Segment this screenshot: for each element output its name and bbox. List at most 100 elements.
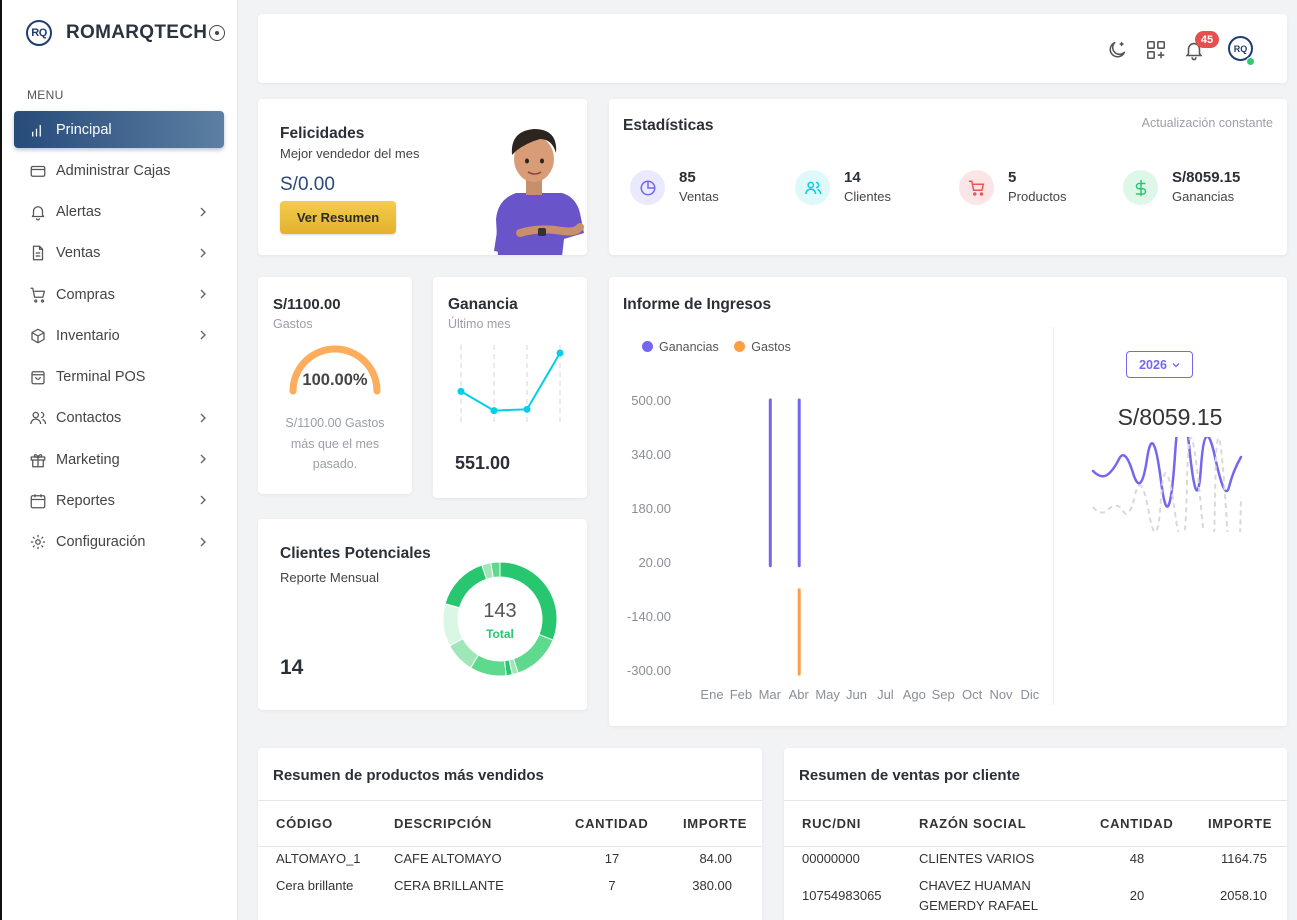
column-header[interactable]: IMPORTE bbox=[1208, 816, 1273, 831]
gastos-label: Gastos bbox=[273, 317, 313, 331]
bell-icon bbox=[28, 202, 48, 222]
stat-value: 14 bbox=[844, 169, 861, 186]
column-header[interactable]: RAZÓN SOCIAL bbox=[919, 816, 1027, 831]
sidebar-item-label: Marketing bbox=[56, 451, 120, 468]
sidebar-item-terminal-pos[interactable]: Terminal POS bbox=[14, 359, 224, 396]
legend-gastos[interactable]: Gastos bbox=[734, 340, 791, 354]
sidebar-item-contactos[interactable]: Contactos bbox=[14, 400, 224, 437]
cell-descripcion: CAFE ALTOMAYO bbox=[394, 851, 502, 866]
sparkline-point bbox=[556, 349, 564, 357]
year-select[interactable]: 2026 bbox=[1126, 351, 1193, 378]
chevron-right-icon bbox=[196, 205, 210, 219]
clientes-donut bbox=[442, 561, 558, 677]
sparkline-line bbox=[460, 352, 561, 412]
cell-descripcion: CERA BRILLANTE bbox=[394, 878, 504, 893]
sidebar-item-label: Terminal POS bbox=[56, 369, 146, 385]
avatar-illustration bbox=[494, 129, 584, 255]
online-status-dot bbox=[1246, 57, 1255, 66]
stats-card: Estadísticas Actualización constante 85 V… bbox=[609, 99, 1287, 255]
x-tick-label: Jul bbox=[877, 687, 894, 702]
user-avatar[interactable]: RQ bbox=[1228, 36, 1253, 61]
sidebar-item-administrar-cajas[interactable]: Administrar Cajas bbox=[14, 152, 224, 189]
chevron-right-icon bbox=[196, 493, 210, 507]
column-header[interactable]: DESCRIPCIÓN bbox=[394, 816, 492, 831]
chevron-right-icon bbox=[196, 246, 210, 260]
chart-legend: Ganancias Gastos bbox=[642, 340, 791, 354]
chevron-right-icon bbox=[196, 411, 210, 425]
y-tick-label: 340.00 bbox=[631, 447, 671, 462]
productos-title: Resumen de productos más vendidos bbox=[273, 767, 544, 784]
x-tick-label: May bbox=[815, 687, 840, 702]
donut-segment[interactable] bbox=[490, 561, 501, 579]
sidebar-item-label: Administrar Cajas bbox=[56, 162, 171, 179]
ganancia-value: 551.00 bbox=[455, 453, 511, 473]
cell-importe: 1164.75 bbox=[1220, 851, 1267, 866]
dollar-icon bbox=[1123, 170, 1158, 205]
brand-name: ROMARQTECH bbox=[66, 22, 208, 43]
stats-title: Estadísticas bbox=[623, 117, 714, 134]
ganancia-subtitle: Último mes bbox=[448, 317, 511, 331]
column-header[interactable]: CANTIDAD bbox=[1100, 816, 1174, 831]
x-tick-label: Feb bbox=[730, 687, 752, 702]
sidebar-item-label: Ventas bbox=[56, 245, 101, 262]
column-header[interactable]: RUC/DNI bbox=[802, 816, 862, 831]
x-tick-label: Dic bbox=[1021, 687, 1040, 702]
sidebar-item-configuración[interactable]: Configuración bbox=[14, 524, 224, 561]
brand[interactable]: RQ ROMARQTECH bbox=[26, 18, 226, 48]
cell-codigo: ALTOMAYO_1 bbox=[276, 851, 361, 866]
informe-mini-chart bbox=[1091, 437, 1243, 532]
ganancia-sparkline bbox=[457, 345, 564, 425]
stats-note: Actualización constante bbox=[1141, 116, 1273, 130]
stat-ganancias: S/8059.15 Ganancias bbox=[1123, 169, 1240, 207]
y-tick-label: -300.00 bbox=[627, 663, 671, 678]
dark-mode-icon[interactable] bbox=[1105, 38, 1129, 62]
cart-icon bbox=[959, 170, 994, 205]
column-header[interactable]: IMPORTE bbox=[683, 816, 748, 831]
stat-label: Clientes bbox=[844, 189, 891, 204]
topbar: 45 RQ bbox=[258, 14, 1287, 83]
sidebar-item-principal[interactable]: Principal bbox=[14, 111, 224, 148]
gear-icon bbox=[28, 532, 48, 552]
ver-resumen-button[interactable]: Ver Resumen bbox=[280, 201, 396, 234]
sidebar-item-ventas[interactable]: Ventas bbox=[14, 235, 224, 272]
column-header[interactable]: CANTIDAD bbox=[575, 816, 649, 831]
productos-table-header: CÓDIGO DESCRIPCIÓN CANTIDAD IMPORTE bbox=[258, 800, 762, 847]
cell-importe: 2058.10 bbox=[1220, 888, 1267, 903]
apps-grid-icon[interactable] bbox=[1144, 38, 1168, 62]
stat-label: Ventas bbox=[679, 189, 719, 204]
clientes-value: 14 bbox=[280, 656, 304, 679]
sidebar-item-inventario[interactable]: Inventario bbox=[14, 317, 224, 354]
sidebar-item-alertas[interactable]: Alertas bbox=[14, 194, 224, 231]
cell-cantidad: 20 bbox=[1129, 888, 1145, 903]
informe-card: Informe de Ingresos Ganancias Gastos 500… bbox=[609, 277, 1287, 726]
menu-label: MENU bbox=[27, 88, 64, 102]
ventas-cliente-table-header: RUC/DNI RAZÓN SOCIAL CANTIDAD IMPORTE bbox=[784, 800, 1287, 847]
stat-clientes: 14 Clientes bbox=[795, 169, 891, 207]
legend-ganancias[interactable]: Ganancias bbox=[642, 340, 719, 354]
ganancia-card: Ganancia Último mes 551.00 bbox=[433, 277, 587, 498]
sidebar-item-reportes[interactable]: Reportes bbox=[14, 482, 224, 519]
sidebar-item-marketing[interactable]: Marketing bbox=[14, 441, 224, 478]
congrats-card: Felicidades Mejor vendedor del mes S/0.0… bbox=[258, 99, 587, 255]
sidebar-item-label: Inventario bbox=[56, 327, 120, 344]
informe-title: Informe de Ingresos bbox=[623, 296, 772, 313]
legend-marker bbox=[734, 341, 746, 352]
column-header[interactable]: CÓDIGO bbox=[276, 816, 333, 831]
clientes-card: Clientes Potenciales Reporte Mensual 14 … bbox=[258, 519, 587, 710]
sidebar-item-compras[interactable]: Compras bbox=[14, 276, 224, 313]
chevron-right-icon bbox=[196, 287, 210, 301]
clientes-title: Clientes Potenciales bbox=[280, 545, 431, 562]
calendar-icon bbox=[28, 491, 48, 511]
stat-value: 85 bbox=[679, 169, 696, 186]
gastos-percent: 100.00% bbox=[302, 371, 368, 389]
y-tick-label: 500.00 bbox=[631, 393, 671, 408]
chevron-right-icon bbox=[196, 328, 210, 342]
stat-productos: 5 Productos bbox=[959, 169, 1067, 207]
chevron-right-icon bbox=[196, 535, 210, 549]
sidebar: RQ ROMARQTECH MENU Principal Administrar … bbox=[0, 0, 238, 920]
gastos-gauge bbox=[289, 345, 381, 395]
sidebar-toggle-icon[interactable] bbox=[209, 25, 226, 41]
users-icon bbox=[795, 170, 830, 205]
cell-ruc: 00000000 bbox=[802, 851, 860, 866]
gastos-card: S/1100.00 Gastos 100.00% S/1100.00 Gasto… bbox=[258, 277, 412, 494]
